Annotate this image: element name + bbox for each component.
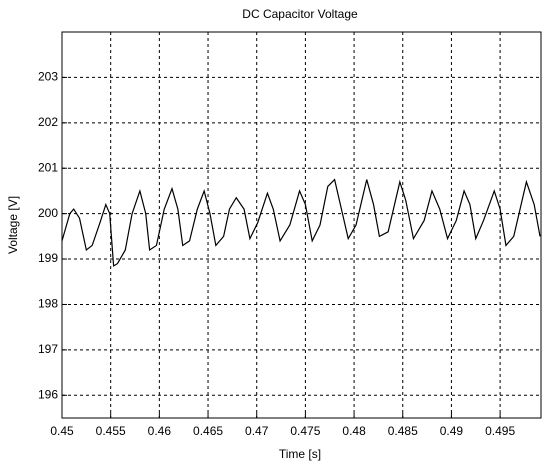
x-tick-label: 0.47 xyxy=(245,424,269,438)
x-tick-label: 0.485 xyxy=(388,424,418,438)
data-line xyxy=(61,178,541,267)
x-tick-label: 0.45 xyxy=(50,424,74,438)
y-tick-label: 196 xyxy=(38,387,58,401)
chart-title: DC Capacitor Voltage xyxy=(242,7,358,21)
y-tick-label: 202 xyxy=(38,115,58,129)
x-tick-label: 0.475 xyxy=(290,424,320,438)
x-tick-label: 0.495 xyxy=(485,424,515,438)
plot-frame xyxy=(61,31,542,419)
x-tick-label: 0.48 xyxy=(342,424,366,438)
y-tick-label: 199 xyxy=(38,251,58,265)
y-tick-label: 198 xyxy=(38,297,58,311)
x-tick-label: 0.49 xyxy=(440,424,464,438)
x-tick-label: 0.465 xyxy=(193,424,223,438)
y-tick-label: 203 xyxy=(38,70,58,84)
x-tick-label: 0.455 xyxy=(96,424,126,438)
x-axis-label: Time [s] xyxy=(279,447,321,461)
y-tick-label: 197 xyxy=(38,342,58,356)
y-axis-label: Voltage [V] xyxy=(6,196,20,254)
y-tick-label: 200 xyxy=(38,206,58,220)
y-tick-label: 201 xyxy=(38,160,58,174)
x-tick-label: 0.46 xyxy=(148,424,172,438)
